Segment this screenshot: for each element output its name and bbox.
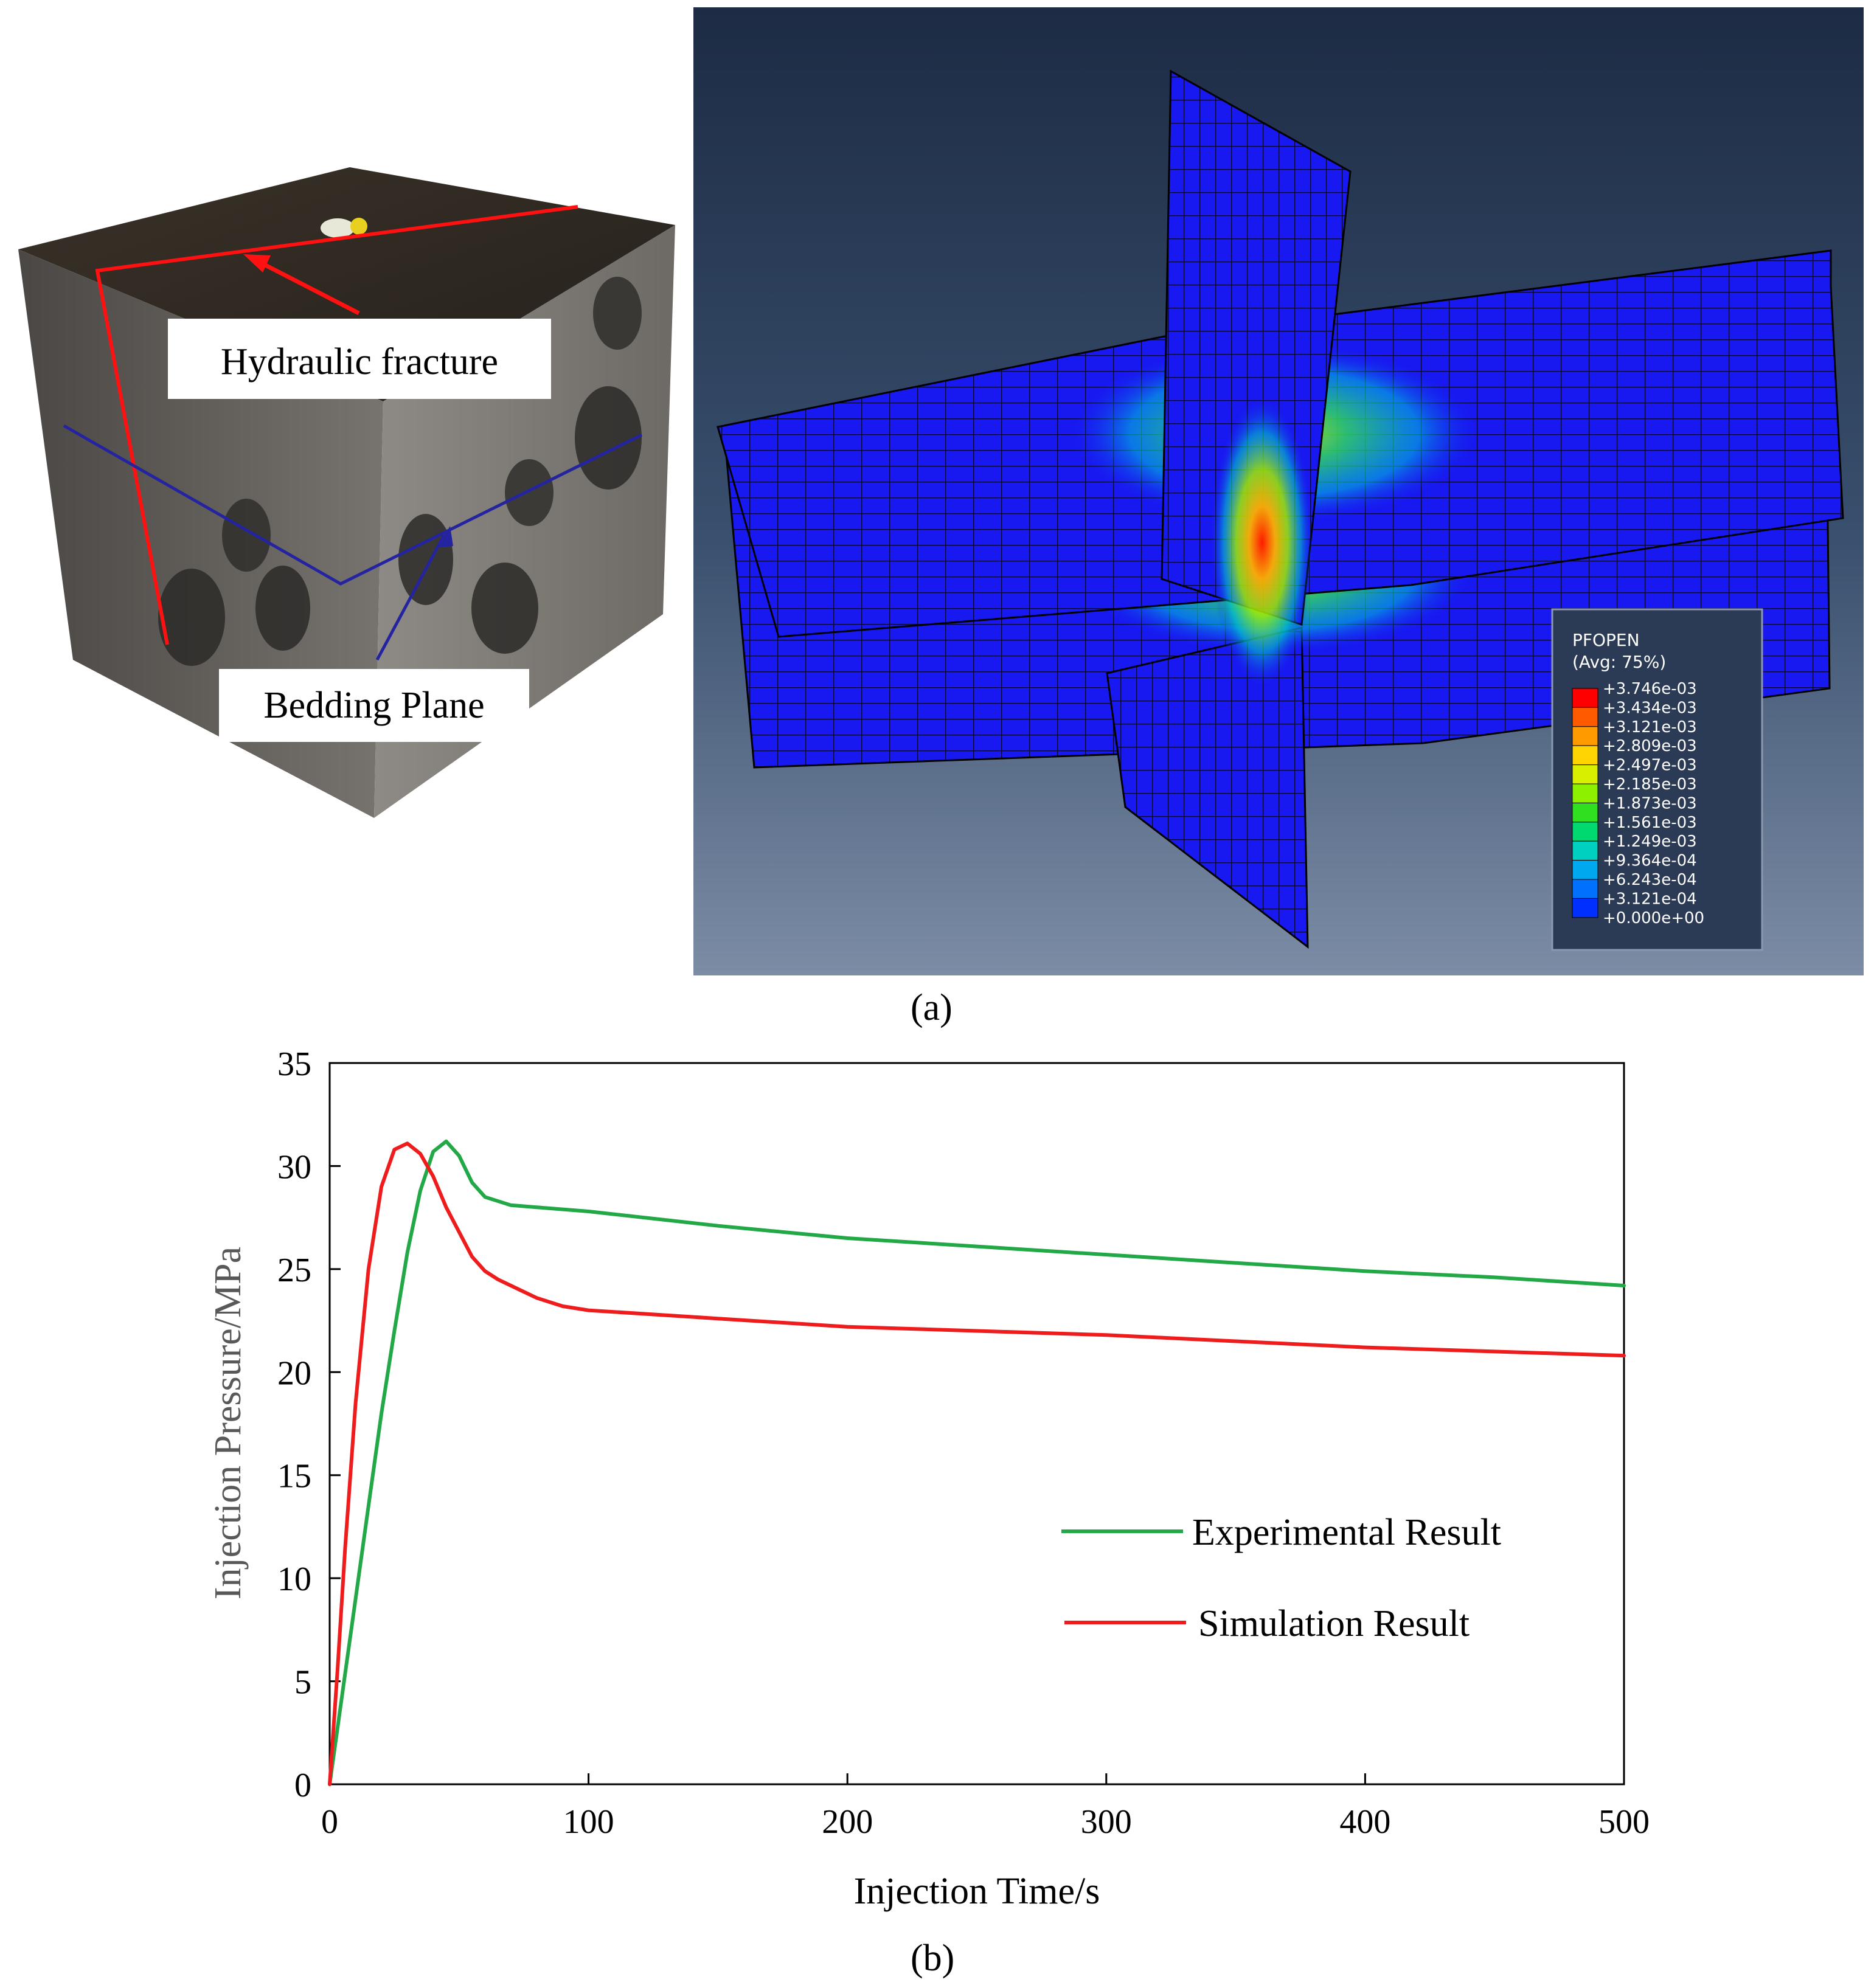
y-tick-label: 35 — [277, 1045, 311, 1083]
x-tick-label: 0 — [321, 1803, 338, 1841]
x-axis-label: Injection Time/s — [854, 1871, 1100, 1912]
legend-color-swatch — [1572, 822, 1598, 842]
legend-subtitle: (Avg: 75%) — [1572, 652, 1666, 672]
bedding-plane-label-box — [219, 669, 529, 742]
y-axis-label: Injection Pressure/MPa — [207, 1247, 249, 1599]
legend-value-label: +2.497e-03 — [1603, 757, 1697, 775]
x-tick-label: 100 — [563, 1803, 614, 1841]
simulation-result-line — [328, 1141, 1626, 1786]
pressure-time-chart: 0 5 10 15 20 25 30 35 0 100 200 300 400 500 Injection… — [207, 1045, 1650, 1912]
legend-color-swatch — [1572, 783, 1598, 803]
x-tick-label: 300 — [1081, 1803, 1132, 1841]
legend-color-swatch — [1572, 764, 1598, 784]
legend-value-label: +3.746e-03 — [1603, 680, 1697, 698]
legend-value-label: +2.185e-03 — [1603, 775, 1697, 794]
plot-frame — [328, 1062, 1625, 1785]
legend-value-label: +9.364e-04 — [1603, 852, 1697, 870]
chart-legend: Experimental Result Simulation Result — [1061, 1512, 1501, 1644]
legend-label-simulation: Simulation Result — [1198, 1603, 1470, 1644]
legend-value-label: +1.873e-03 — [1603, 794, 1697, 812]
x-tick-label: 400 — [1339, 1803, 1390, 1841]
y-tick-label: 20 — [277, 1354, 311, 1392]
legend-color-swatch — [1572, 840, 1598, 861]
legend-value-label: +0.000e+00 — [1603, 909, 1704, 927]
legend-label-experimental: Experimental Result — [1192, 1512, 1501, 1553]
figure-a-caption: (a) — [911, 987, 953, 1028]
hydraulic-fracture-label-box — [168, 319, 551, 399]
legend-value-label: +3.434e-03 — [1603, 699, 1697, 717]
y-tick-label: 10 — [277, 1560, 311, 1598]
pfopen-legend: PFOPEN (Avg: 75%) +3.746e-03+3.434e-03+3… — [1551, 608, 1763, 951]
y-tick-label: 30 — [277, 1148, 311, 1186]
y-tick-label: 0 — [294, 1767, 311, 1804]
y-tick-label: 25 — [277, 1252, 311, 1289]
legend-color-swatch — [1572, 879, 1598, 899]
legend-title: PFOPEN — [1572, 630, 1640, 650]
legend-value-label: +6.243e-04 — [1603, 871, 1697, 889]
figure-b-caption: (b) — [911, 1938, 955, 1979]
hydraulic-fracture-label: Hydraulic fracture — [221, 341, 498, 383]
legend-color-swatch — [1572, 745, 1598, 766]
legend-value-label: +3.121e-04 — [1603, 890, 1697, 908]
x-tick-label: 500 — [1598, 1803, 1650, 1841]
experimental-result-line — [328, 1139, 1626, 1786]
legend-value-label: +1.561e-03 — [1603, 814, 1697, 832]
legend-value-label: +2.809e-03 — [1603, 737, 1697, 755]
legend-color-swatch — [1572, 707, 1598, 727]
legend-color-swatch — [1572, 898, 1598, 918]
bedding-plane-label: Bedding Plane — [263, 685, 484, 726]
specimen-photo: Hydraulic fracture Bedding Plane — [18, 167, 675, 818]
y-tick-label: 5 — [294, 1664, 311, 1702]
fracture-simulation-view: PFOPEN (Avg: 75%) +3.746e-03+3.434e-03+3… — [693, 7, 1864, 975]
y-tick-label: 15 — [277, 1458, 311, 1495]
legend-color-swatch — [1572, 726, 1598, 746]
legend-color-swatch — [1572, 802, 1598, 823]
legend-value-label: +3.121e-03 — [1603, 718, 1697, 736]
hydraulic-fracture-trace — [95, 205, 578, 645]
bedding-plane-trace — [63, 424, 643, 661]
legend-color-swatch — [1572, 860, 1598, 880]
legend-value-label: +1.249e-03 — [1603, 833, 1697, 851]
legend-color-swatch — [1572, 688, 1598, 708]
x-tick-label: 200 — [822, 1803, 873, 1841]
